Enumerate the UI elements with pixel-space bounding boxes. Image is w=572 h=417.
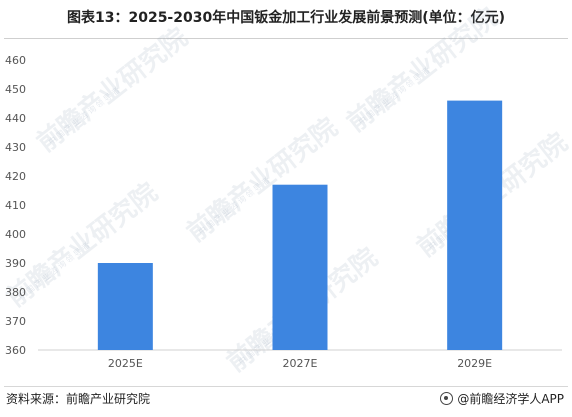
chart-title: 图表13：2025-2030年中国钣金加工行业发展前景预测(单位：亿元)	[66, 10, 506, 26]
x-tick-label: 2029E	[457, 357, 492, 370]
y-tick-label: 440	[5, 112, 26, 125]
bar	[272, 184, 328, 350]
brand-credit: @前瞻经济学人APP	[440, 390, 564, 407]
y-tick-label: 390	[5, 257, 26, 270]
y-tick-label: 380	[5, 286, 26, 299]
y-tick-label: 460	[5, 54, 26, 67]
x-tick-label: 2027E	[283, 357, 318, 370]
bar	[97, 263, 153, 350]
y-tick-label: 420	[5, 170, 26, 183]
x-tick-label: 2025E	[108, 357, 143, 370]
y-tick-label: 360	[5, 344, 26, 357]
y-tick-label: 400	[5, 228, 26, 241]
y-tick-label: 430	[5, 141, 26, 154]
y-tick-label: 370	[5, 315, 26, 328]
bar	[447, 100, 503, 350]
y-tick-label: 410	[5, 199, 26, 212]
title-divider	[4, 38, 568, 39]
footer-divider	[4, 386, 568, 387]
brand-logo-icon	[440, 392, 454, 405]
source-note: 资料来源：前瞻产业研究院	[6, 392, 151, 406]
y-tick-label: 450	[5, 83, 26, 96]
brand-credit-text: @前瞻经济学人APP	[457, 392, 564, 406]
